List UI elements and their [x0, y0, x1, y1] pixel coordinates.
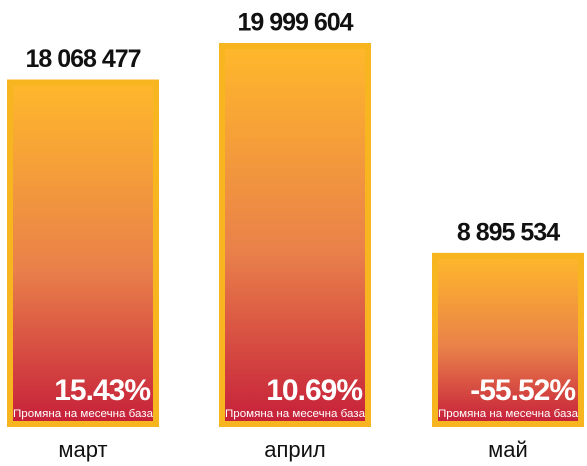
bar: [219, 43, 371, 428]
change-label: 15.43%: [54, 374, 150, 407]
value-label: 19 999 604: [237, 9, 353, 37]
change-note: Промяна на месечна база: [225, 408, 366, 420]
value-label: 8 895 534: [457, 218, 560, 246]
x-tick-label: април: [264, 437, 326, 462]
x-tick-label: май: [488, 437, 528, 462]
change-note: Промяна на месечна база: [13, 408, 154, 420]
change-note: Промяна на месечна база: [438, 408, 579, 420]
x-tick-label: март: [58, 437, 107, 462]
bar: [432, 252, 584, 427]
bar: [7, 79, 159, 427]
change-label: -55.52%: [470, 374, 575, 407]
value-label: 18 068 477: [25, 45, 140, 73]
change-label: 10.69%: [266, 374, 362, 407]
